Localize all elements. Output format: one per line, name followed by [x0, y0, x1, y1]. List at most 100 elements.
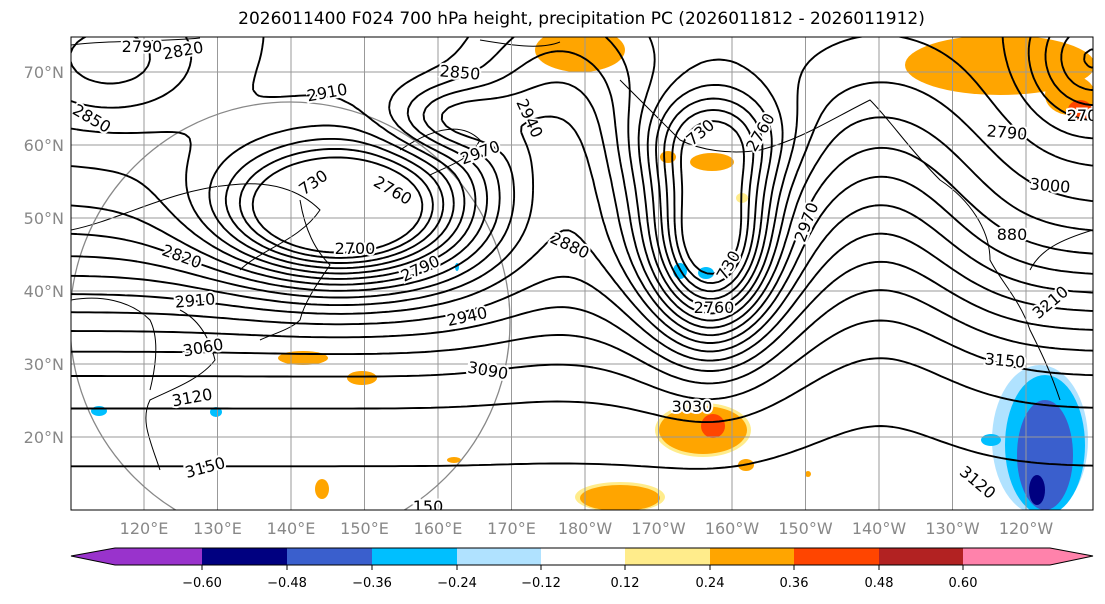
- colorbar-tick-label: 0.36: [780, 576, 809, 591]
- contour-label: 2850: [439, 61, 481, 83]
- contour-2850: [71, 37, 1093, 322]
- longitude-label: 150°W: [778, 519, 833, 538]
- longitude-label: 130°W: [925, 519, 980, 538]
- contour-2820: [71, 37, 1093, 315]
- coastline: [71, 297, 157, 391]
- contour-3000: [71, 232, 1093, 362]
- latitude-label: 50°N: [24, 209, 64, 228]
- colorbar-tick-label: −0.36: [352, 576, 392, 591]
- longitude-label: 130°E: [193, 519, 242, 538]
- contour-label: 2820: [161, 38, 204, 64]
- contour-label: 3150: [183, 453, 227, 482]
- colorbar-swatch: [625, 548, 710, 565]
- colorbar-swatch: [710, 548, 794, 565]
- contour-label: 3120: [956, 462, 999, 503]
- contour-label: 2880: [547, 228, 592, 262]
- precip-area: [91, 406, 107, 416]
- latitude-labels: 70°N 60°N 50°N 40°N 30°N 20°N: [24, 63, 64, 447]
- colorbar-tick-label: −0.60: [182, 576, 222, 591]
- precip-area: [805, 471, 811, 477]
- contour-label: 2910: [305, 80, 348, 106]
- longitude-labels: 120°E 130°E 140°E 150°E 160°E 170°E 180°W 170°W…: [120, 519, 1054, 538]
- contour-3090: [71, 319, 1093, 401]
- contour-2730: [71, 37, 1093, 293]
- contour-label: 2760: [694, 298, 735, 317]
- contour-label: 150: [413, 497, 444, 516]
- latitude-label: 30°N: [24, 355, 64, 374]
- coastline: [145, 309, 216, 471]
- latitude-label: 60°N: [24, 136, 64, 155]
- chart-title: 2026011400 F024 700 hPa height, precipit…: [238, 9, 925, 29]
- longitude-label: 140°E: [267, 519, 316, 538]
- contour-label: 3060: [181, 335, 224, 361]
- precip-area: [210, 407, 222, 417]
- gridlines: [71, 37, 1093, 510]
- contour-label: 2970: [458, 137, 503, 169]
- contour-2700: [238, 37, 1093, 285]
- longitude-label: 170°W: [631, 519, 686, 538]
- contour-2910: [71, 81, 1093, 337]
- colorbar-swatch: [963, 548, 1093, 565]
- colorbar-swatch: [457, 548, 541, 565]
- precip-area: [1029, 475, 1045, 505]
- contour-label: 3000: [1029, 174, 1071, 196]
- precip-area: [1017, 400, 1073, 510]
- colorbar-tick-label: 0.24: [696, 576, 725, 591]
- precip-area: [580, 485, 660, 510]
- colorbar-tick-label: −0.48: [267, 576, 307, 591]
- contour-3060: [71, 289, 1093, 385]
- contour-label: 2940: [445, 303, 489, 330]
- contour-3150: [71, 425, 1093, 470]
- precip-area: [347, 371, 377, 385]
- latitude-label: 70°N: [24, 63, 64, 82]
- longitude-label: 150°E: [340, 519, 389, 538]
- precip-area: [660, 151, 676, 163]
- colorbar-outline: [70, 547, 1094, 566]
- colorbar: −0.60 −0.48 −0.36 −0.24 −0.12 0.12 0.24 0.36 0.4…: [70, 547, 1094, 591]
- longitude-label: 180°W: [558, 519, 613, 538]
- longitude-label: 120°W: [999, 519, 1054, 538]
- coastline: [259, 199, 331, 341]
- latitude-label: 20°N: [24, 428, 64, 447]
- contour-2940: [71, 115, 1093, 344]
- contour-label: 730: [713, 247, 745, 283]
- coastline: [71, 183, 321, 271]
- longitude-label: 160°W: [705, 519, 760, 538]
- contour-label: 3150: [984, 349, 1026, 371]
- contour-label: 270: [1067, 106, 1098, 125]
- colorbar-tick-label: 0.48: [865, 576, 894, 591]
- precip-area: [447, 457, 461, 463]
- longitude-label: 170°E: [487, 519, 536, 538]
- colorbar-swatch: [202, 548, 287, 565]
- height-contours: [71, 37, 1093, 470]
- precip-area: [315, 479, 329, 499]
- contour-label: 2790: [122, 37, 163, 56]
- contour-label: 2700: [335, 239, 376, 258]
- precip-area: [690, 153, 734, 171]
- colorbar-tick-label: −0.24: [437, 576, 477, 591]
- contour-label: 3120: [170, 385, 213, 411]
- precip-area: [701, 414, 725, 438]
- precip-area: [535, 37, 625, 72]
- colorbar-swatch: [71, 548, 202, 565]
- contour-2670: [251, 48, 1093, 275]
- contour-2880: [71, 50, 1093, 329]
- colorbar-tick-label: −0.12: [521, 576, 561, 591]
- contour-2760: [71, 37, 1093, 300]
- colorbar-swatch: [372, 548, 457, 565]
- contour-label: 2760: [370, 172, 415, 209]
- contour-2970: [71, 204, 1093, 353]
- longitude-label: 120°E: [120, 519, 169, 538]
- colorbar-tick-label: 0.12: [611, 576, 640, 591]
- contour-label: 880: [997, 225, 1028, 244]
- contour-label: 2910: [174, 289, 216, 311]
- contour-label: 2760: [742, 110, 779, 155]
- contour-3120: [71, 357, 1093, 424]
- latitude-label: 40°N: [24, 282, 64, 301]
- precip-area: [981, 434, 1001, 446]
- range-circle: [71, 101, 511, 510]
- contour-label: 730: [295, 166, 331, 199]
